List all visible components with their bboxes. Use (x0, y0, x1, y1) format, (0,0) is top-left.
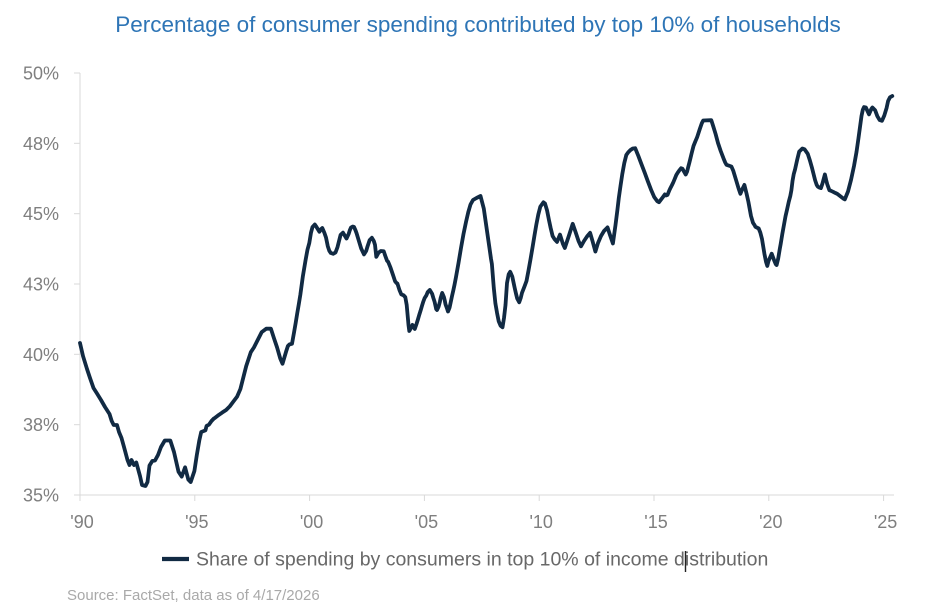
svg-text:48%: 48% (23, 134, 59, 154)
svg-text:'10: '10 (529, 512, 552, 532)
svg-text:'20: '20 (759, 512, 782, 532)
svg-text:'95: '95 (185, 512, 208, 532)
svg-text:38%: 38% (23, 415, 59, 435)
svg-text:50%: 50% (23, 64, 59, 84)
svg-text:'90: '90 (70, 512, 93, 532)
svg-text:'00: '00 (300, 512, 323, 532)
svg-text:Source: FactSet, data as of 4/: Source: FactSet, data as of 4/17/2026 (67, 587, 320, 604)
svg-text:Share of spending by consumers: Share of spending by consumers in top 10… (196, 549, 768, 571)
svg-text:'15: '15 (644, 512, 667, 532)
svg-text:45%: 45% (23, 204, 59, 224)
svg-text:'05: '05 (415, 512, 438, 532)
svg-text:40%: 40% (23, 345, 59, 365)
svg-text:'25: '25 (874, 512, 897, 532)
svg-text:Percentage of consumer spendin: Percentage of consumer spending contribu… (115, 12, 840, 37)
svg-text:35%: 35% (23, 486, 59, 506)
svg-text:43%: 43% (23, 275, 59, 295)
